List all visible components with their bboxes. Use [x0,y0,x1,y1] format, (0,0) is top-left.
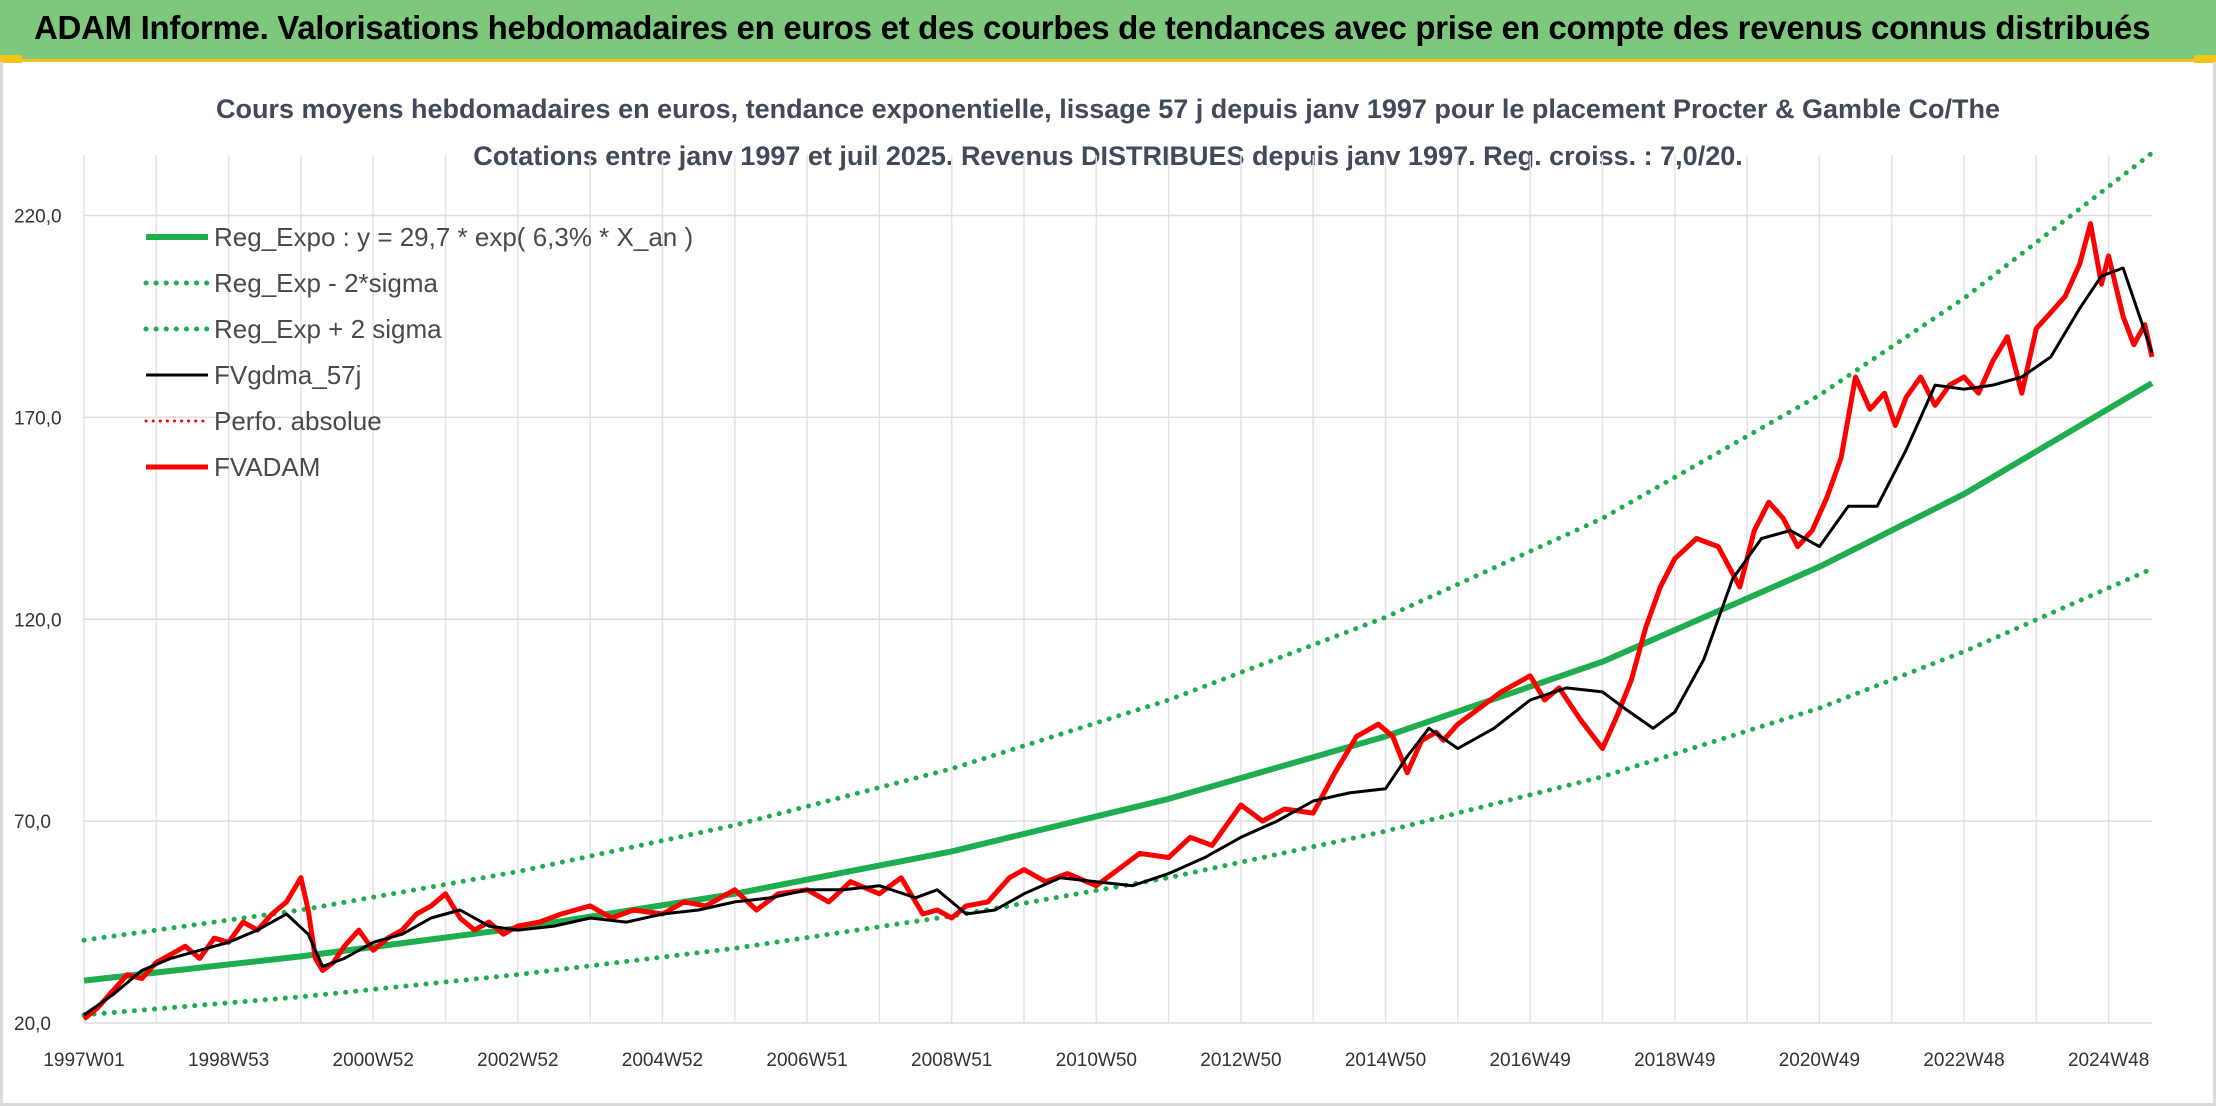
grid-lines [83,155,2152,1024]
series-line-1 [81,566,2155,1018]
axis-labels: 20,0 70,0 120,0 170,0 220,0 1997W01 1998W53 200… [14,207,2149,1071]
x-tick-label: 2006W51 [766,1050,847,1071]
series-layer [81,150,2155,1021]
x-tick-label: 2022W48 [1923,1050,2004,1071]
legend-label: Reg_Expo : y = 29,7 * exp( 6,3% * X_an ) [214,222,693,252]
x-tick-label: 2002W52 [477,1050,558,1071]
x-tick-label: 2010W50 [1056,1050,1137,1071]
x-tick-label: 2020W49 [1779,1050,1860,1071]
y-tick-label: 170,0 [14,408,62,429]
x-tick-label: 2004W52 [622,1050,703,1071]
header-bar: ADAM Informe. Valorisations hebdomadaire… [0,0,2216,62]
x-tick-label: 2016W49 [1489,1050,1570,1071]
y-tick-label: 70,0 [14,812,51,833]
legend: Reg_Expo : y = 29,7 * exp( 6,3% * X_an )… [143,222,693,482]
y-tick-label: 220,0 [14,207,62,228]
chart-subtitle: Cotations entre janv 1997 et juil 2025. … [473,141,1743,171]
legend-label: Perfo. absolue [214,406,382,436]
x-tick-label: 2018W49 [1634,1050,1715,1071]
series-line-5 [82,221,2155,1021]
legend-label: Reg_Exp + 2 sigma [214,314,442,344]
chart-title: Cours moyens hebdomadaires en euros, ten… [215,94,2001,124]
series-line-0 [83,380,2154,984]
series-line-2 [81,150,2155,943]
x-tick-label: 1997W01 [43,1050,124,1071]
series-line-3 [83,266,2154,1017]
x-tick-label: 2014W50 [1345,1050,1426,1071]
x-tick-label: 2024W48 [2068,1050,2149,1071]
y-tick-label: 120,0 [14,610,62,631]
corner-accent-left [0,55,22,63]
y-tick-label: 20,0 [14,1014,51,1035]
x-tick-label: 2000W52 [333,1050,414,1071]
x-tick-label: 1998W53 [188,1050,269,1071]
legend-label: Reg_Exp - 2*sigma [214,268,439,298]
x-tick-label: 2012W50 [1200,1050,1281,1071]
legend-label: FVADAM [214,452,320,482]
x-tick-label: 2008W51 [911,1050,992,1071]
page-title: ADAM Informe. Valorisations hebdomadaire… [34,9,2151,46]
chart-frame [0,62,2216,1106]
legend-label: FVgdma_57j [214,360,361,390]
corner-accent-right [2194,55,2216,63]
